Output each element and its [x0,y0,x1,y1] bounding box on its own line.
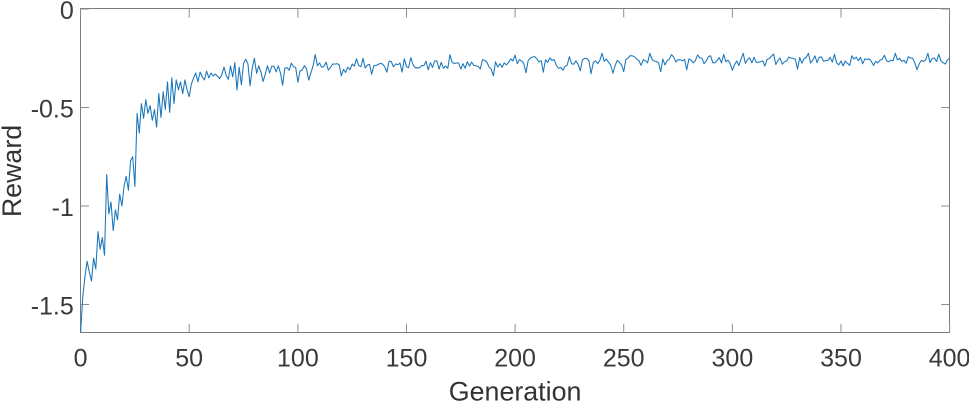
svg-text:50: 50 [175,345,203,373]
svg-text:0: 0 [60,0,74,25]
svg-text:0: 0 [74,345,88,373]
svg-text:-0.5: -0.5 [31,96,74,124]
svg-text:200: 200 [494,345,536,373]
svg-text:-1: -1 [52,194,74,222]
svg-text:150: 150 [386,345,428,373]
svg-text:250: 250 [603,345,645,373]
svg-text:Reward: Reward [0,125,27,217]
svg-text:-1.5: -1.5 [31,293,74,321]
svg-text:100: 100 [277,345,319,373]
svg-text:400: 400 [929,345,969,373]
svg-text:350: 350 [820,345,862,373]
svg-text:300: 300 [712,345,754,373]
svg-text:Generation: Generation [449,377,582,401]
